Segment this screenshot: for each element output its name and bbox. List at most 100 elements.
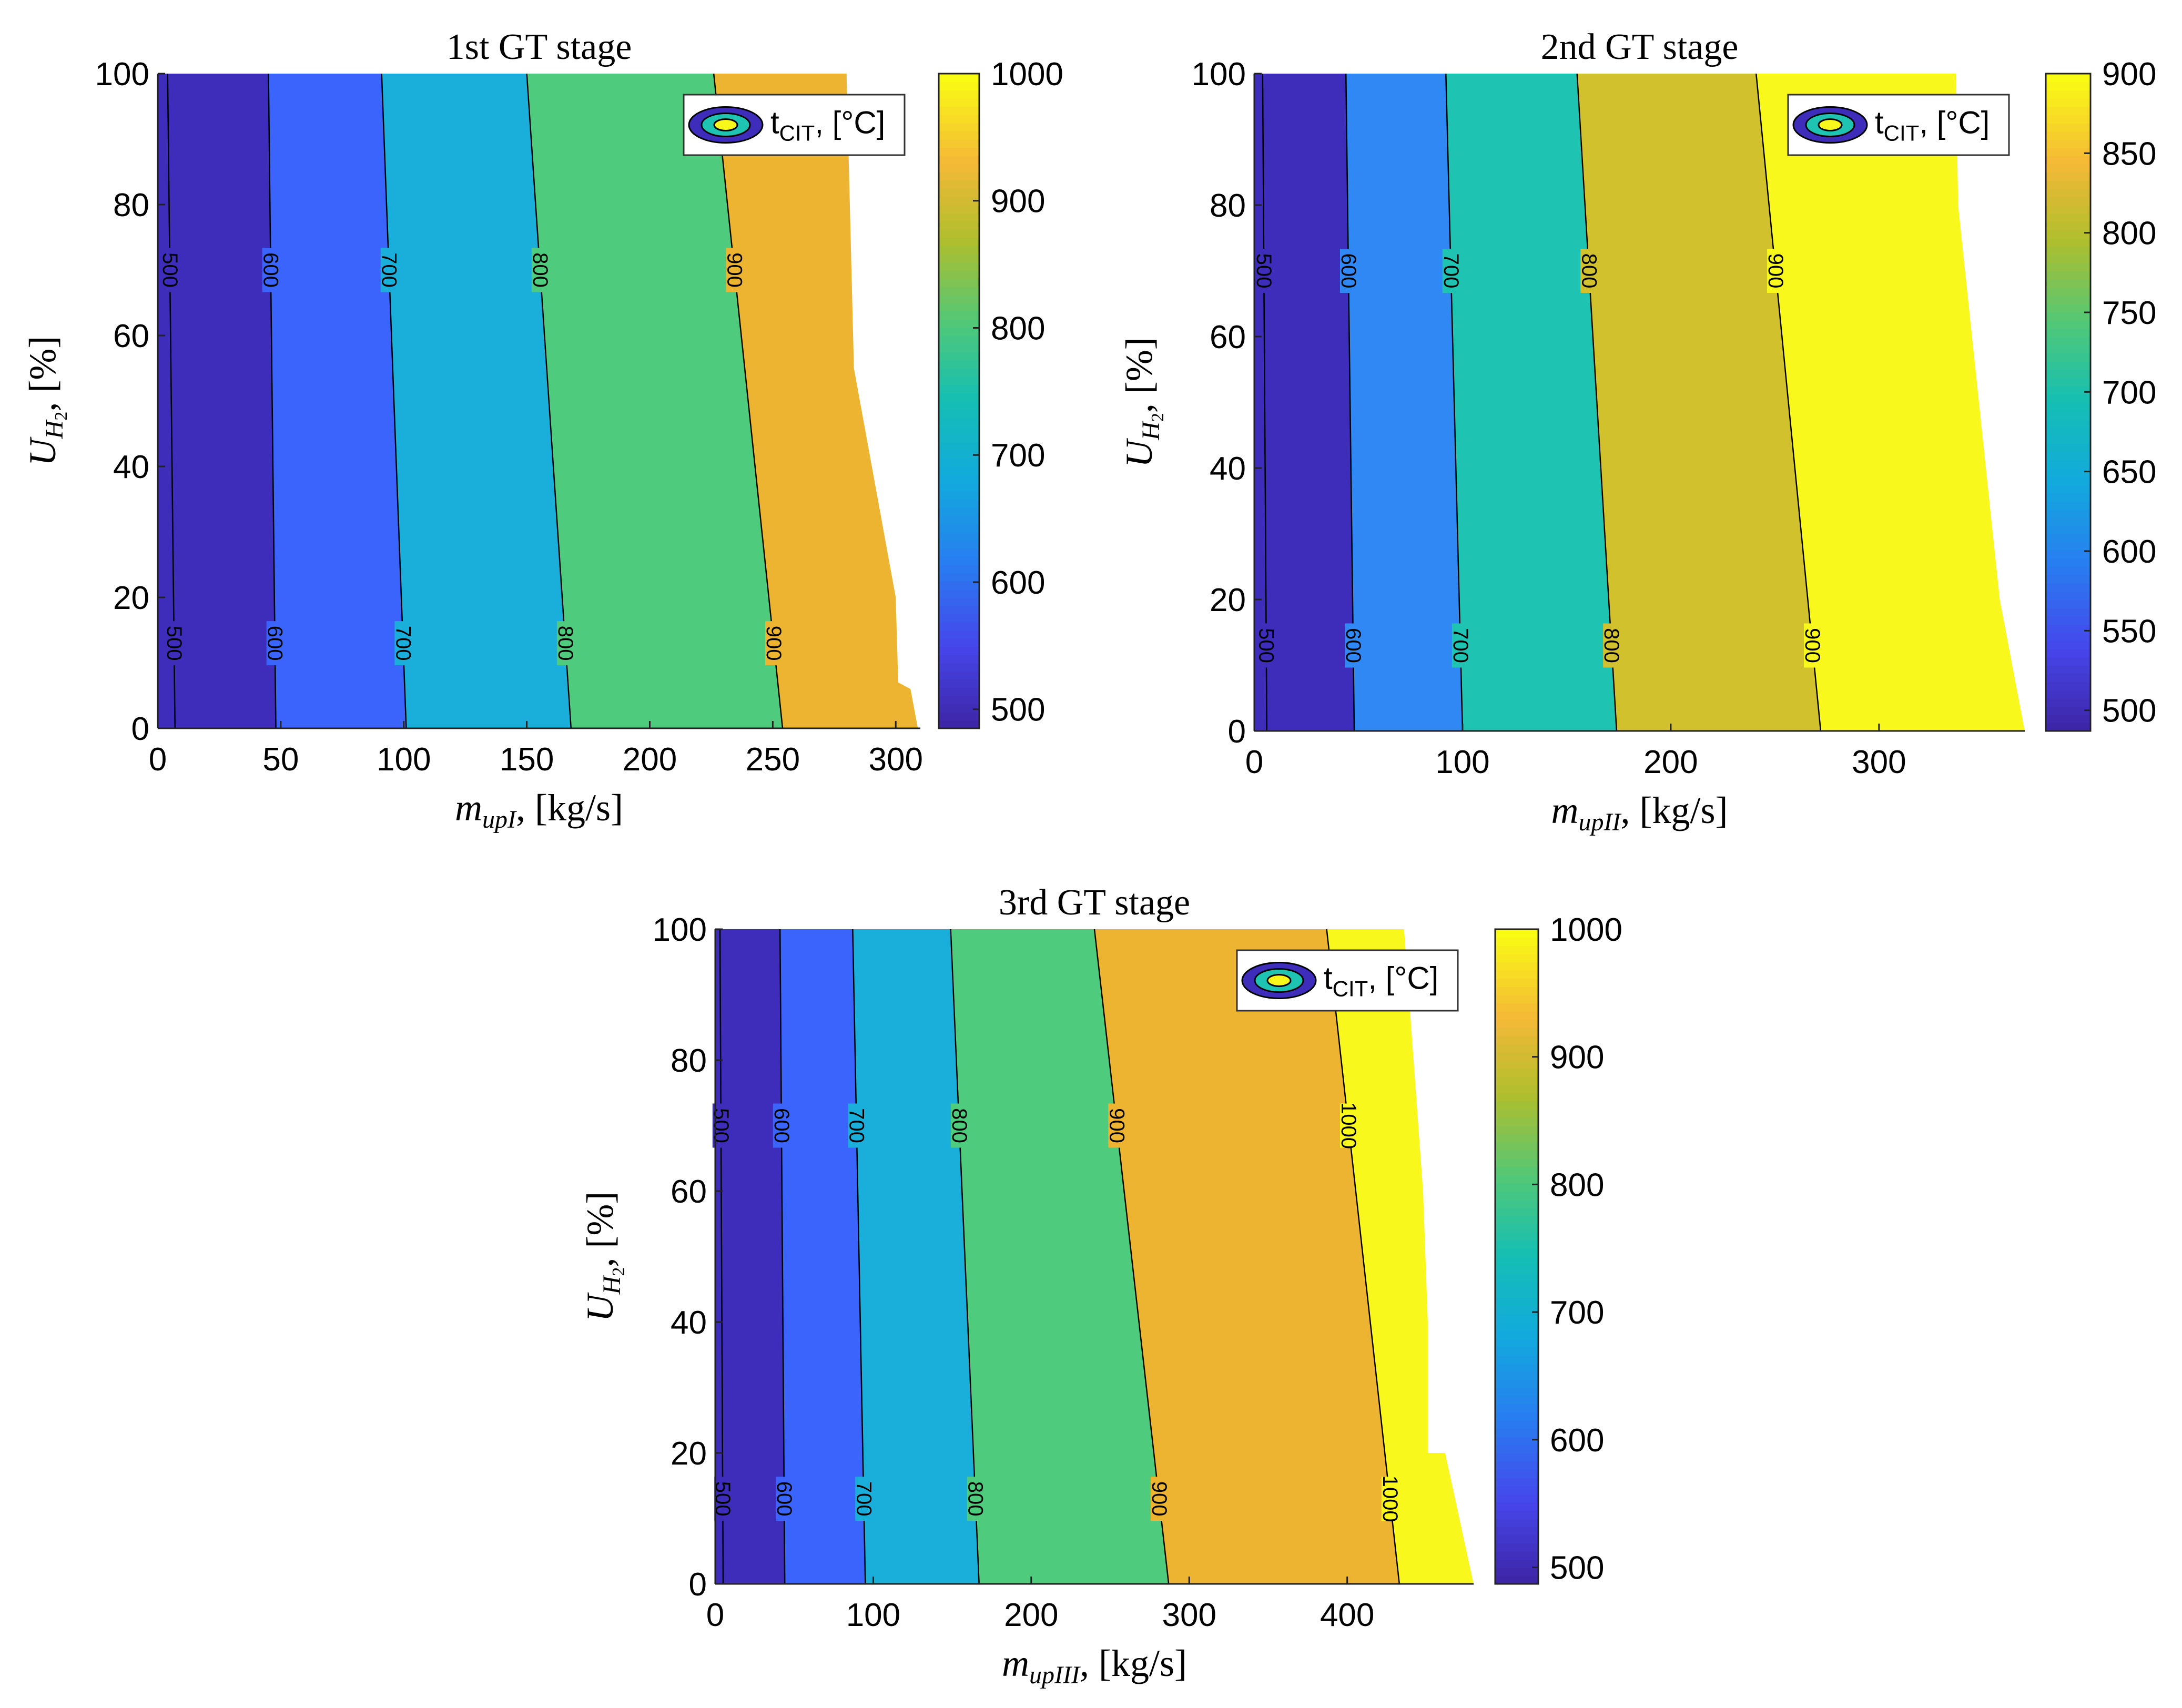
x-axis-label: mupII, [kg/s] <box>1551 789 1728 836</box>
legend: tCIT, [°C] <box>1236 949 1459 1012</box>
contour-label: 600 <box>770 1108 793 1143</box>
x-tick-label: 100 <box>846 1597 900 1633</box>
contour-labels: 500 500 600 600 700 700 800 800 900 900 <box>1252 249 1824 668</box>
x-tick-label: 150 <box>500 741 554 778</box>
x-tick-label: 50 <box>262 741 299 778</box>
contour-label: 800 <box>948 1108 971 1143</box>
contour-fills <box>158 74 918 728</box>
contour-label: 700 <box>1449 628 1472 663</box>
contour-line-800 <box>526 74 572 728</box>
contour-label: 1000 <box>1337 1102 1360 1149</box>
contour-label: 1000 <box>1378 1476 1402 1522</box>
contour-line-800 <box>950 929 980 1584</box>
colorbar-tick-label: 1000 <box>991 56 1063 93</box>
y-tick-label: 20 <box>671 1436 707 1472</box>
x-tick-label: 0 <box>1245 744 1263 780</box>
contour-label: 800 <box>964 1481 987 1517</box>
contour-line-500 <box>167 74 176 728</box>
legend-label: tCIT, [°C] <box>770 105 885 146</box>
x-tick-label: 200 <box>1643 744 1698 780</box>
contour-label: 500 <box>163 626 186 661</box>
colorbar-tick-label: 700 <box>1550 1295 1604 1331</box>
contour-label: 700 <box>1439 253 1463 289</box>
x-tick-label: 0 <box>706 1597 724 1633</box>
contour-fills <box>715 929 1474 1584</box>
x-tick-label: 300 <box>1162 1597 1216 1633</box>
y-tick-label: 80 <box>671 1043 707 1079</box>
contour-label: 600 <box>1342 628 1365 663</box>
band-500 <box>158 74 276 728</box>
contour-fills <box>1254 74 2025 731</box>
x-tick-label: 100 <box>377 741 431 778</box>
colorbar-tick-label: 900 <box>2102 56 2156 93</box>
contour-label: 500 <box>1252 253 1275 289</box>
colorbar-tick-label: 500 <box>991 692 1045 728</box>
contour-line-500 <box>1262 74 1268 731</box>
colorbar-tick-label: 600 <box>991 565 1045 601</box>
contour-label: 800 <box>1577 253 1600 289</box>
contour-line-700 <box>1445 74 1464 731</box>
band-500 <box>1254 74 1355 731</box>
contour-label: 900 <box>1764 253 1787 289</box>
x-tick-label: 300 <box>868 741 922 778</box>
y-tick-label: 40 <box>671 1305 707 1341</box>
axes: 0 50 100 150 200 250 300 0 20 40 60 80 100 <box>95 56 923 778</box>
y-axis-label: UH2, [%] <box>1118 337 1168 467</box>
colorbar-tick-label: 500 <box>2102 693 2156 729</box>
colorbar-tick-label: 700 <box>991 438 1045 474</box>
colorbar-tick-label: 1000 <box>1550 912 1622 948</box>
y-tick-label: 100 <box>1192 56 1246 93</box>
contour-label: 900 <box>1105 1108 1128 1143</box>
colorbar-tick-label: 500 <box>1550 1550 1604 1586</box>
chart-title: 1st GT stage <box>446 27 632 67</box>
x-axis-label: mupI, [kg/s] <box>455 787 623 833</box>
y-tick-label: 0 <box>131 711 149 747</box>
chart-title: 3rd GT stage <box>999 882 1190 923</box>
contour-lines <box>719 929 1400 1584</box>
y-tick-label: 0 <box>689 1567 707 1603</box>
x-axis-label: mupIII, [kg/s] <box>1002 1642 1187 1689</box>
y-tick-label: 40 <box>113 449 149 485</box>
contour-label: 700 <box>845 1108 868 1143</box>
contour-label: 800 <box>1600 628 1623 663</box>
contour-label: 800 <box>529 252 552 288</box>
colorbar: 500 600 700 800 900 1000 <box>938 56 1063 729</box>
y-tick-label: 100 <box>653 912 707 948</box>
contour-label: 600 <box>263 626 287 661</box>
contour-line-1000 <box>1326 929 1400 1584</box>
contour-line-600 <box>1345 74 1355 731</box>
band-500 <box>715 929 785 1584</box>
y-tick-label: 60 <box>113 318 149 354</box>
y-tick-label: 80 <box>113 187 149 223</box>
colorbar-tick-label: 600 <box>2102 534 2156 570</box>
contour-label: 600 <box>773 1481 796 1517</box>
x-tick-label: 250 <box>746 741 800 778</box>
y-tick-label: 100 <box>95 56 149 93</box>
contour-label: 700 <box>378 252 401 288</box>
chart-title: 2nd GT stage <box>1541 27 1739 67</box>
colorbar-tick-label: 700 <box>2102 374 2156 411</box>
contour-label: 600 <box>1337 253 1360 289</box>
y-tick-label: 80 <box>1210 188 1246 224</box>
x-tick-label: 400 <box>1320 1597 1374 1633</box>
contour-label: 700 <box>852 1481 875 1517</box>
legend: tCIT, [°C] <box>683 94 906 156</box>
contour-label: 800 <box>554 626 577 661</box>
contour-label: 500 <box>1255 628 1278 663</box>
colorbar-tick-label: 750 <box>2102 295 2156 331</box>
x-tick-label: 200 <box>1004 1597 1058 1633</box>
contour-label: 900 <box>1801 628 1824 663</box>
axes: 0 100 200 300 0 20 40 60 80 100 <box>1192 56 2025 780</box>
y-tick-label: 20 <box>113 580 149 616</box>
y-axis-label: UH2, [%] <box>22 336 71 466</box>
contour-label: 700 <box>391 626 414 661</box>
y-tick-label: 20 <box>1210 582 1246 618</box>
axes: 0 100 200 300 400 0 20 40 60 80 100 <box>653 912 1474 1633</box>
x-tick-label: 100 <box>1435 744 1489 780</box>
colorbar-tick-label: 850 <box>2102 136 2156 172</box>
contour-line-700 <box>381 74 407 728</box>
contour-line-900 <box>713 74 784 728</box>
